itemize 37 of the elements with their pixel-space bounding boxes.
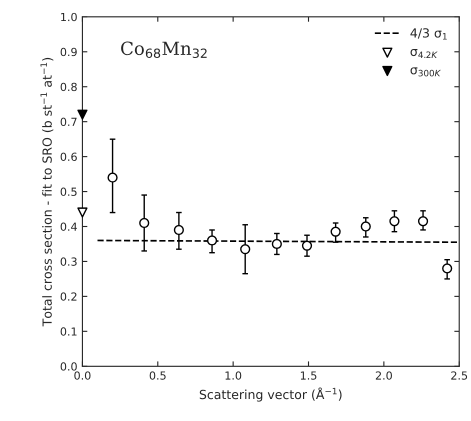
point xyxy=(389,216,400,226)
x-tick-label: 0.0 xyxy=(74,371,91,380)
y-tick-label: 0.6 xyxy=(60,152,77,161)
y-tick-label: 0.8 xyxy=(60,82,77,92)
x-tick-label: 2.0 xyxy=(376,371,392,380)
y-tick-label: 0.7 xyxy=(60,118,77,126)
y-tick-label: 0.3 xyxy=(60,257,77,266)
point xyxy=(330,226,341,237)
x-tick-label: 1.0 xyxy=(226,371,242,380)
point xyxy=(174,224,184,236)
y-tick-label: 0.5 xyxy=(60,188,77,196)
point xyxy=(77,110,88,120)
point xyxy=(418,216,428,226)
x-tick-label: 0.5 xyxy=(150,371,166,380)
y-tick-label: 0.4 xyxy=(60,222,77,231)
point xyxy=(77,207,88,218)
x-tick-label: 2.5 xyxy=(451,371,468,380)
point xyxy=(302,240,312,251)
y-tick-label: 0.9 xyxy=(60,48,77,56)
y-tick-label: 0.0 xyxy=(60,362,77,371)
point xyxy=(107,172,118,183)
point xyxy=(139,218,150,228)
y-tick-label: 1.0 xyxy=(61,12,77,22)
legend-label: σ$_{4.2K}$ xyxy=(410,49,438,58)
point xyxy=(360,221,371,232)
annotation: Co$_{68}$Mn$_{32}$ xyxy=(121,41,207,58)
point xyxy=(206,235,218,246)
x-axis-title: Scattering vector (Å$^{−1}$) xyxy=(200,387,342,402)
y-axis-title: Total cross section - fit to SRO (b st$^{−1}$ at$^{−1}$) xyxy=(40,58,54,326)
point xyxy=(442,263,452,274)
y-tick-label: 0.1 xyxy=(60,327,77,336)
x-tick-label: 1.5 xyxy=(300,371,316,380)
point xyxy=(272,238,282,250)
point xyxy=(240,244,250,254)
legend-label: 4/3 σ$_{1}$ xyxy=(410,28,447,40)
legend-label: σ$_{300K}$ xyxy=(410,67,441,76)
y-tick-label: 0.2 xyxy=(60,292,76,301)
